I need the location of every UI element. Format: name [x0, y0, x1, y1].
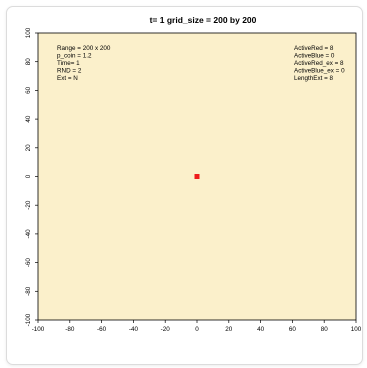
chart-frame: t= 1 grid_size = 200 by 200 -100 -80 -60 -4…: [6, 6, 363, 365]
info-right-line: ActiveBlue = 0: [294, 53, 335, 60]
x-tick-label: 0: [195, 326, 199, 333]
x-tick-label: -40: [129, 326, 139, 333]
x-tick-label: -20: [161, 326, 171, 333]
x-tick-label: 20: [225, 326, 233, 333]
y-tick-label: -100: [25, 313, 32, 326]
chart-title: t= 1 grid_size = 200 by 200: [150, 15, 257, 25]
x-tick-label: -80: [65, 326, 75, 333]
y-tick-label: -80: [25, 286, 32, 296]
info-left-line: p_coin = 1.2: [57, 53, 92, 60]
data-points: [194, 174, 200, 179]
info-right-line: ActiveRed_ex = 8: [294, 60, 344, 67]
info-right-line: ActiveBlue_ex = 0: [294, 68, 345, 75]
y-tick-label: 20: [25, 144, 32, 152]
y-tick-label: -40: [25, 229, 32, 239]
x-tick-label: -60: [97, 326, 107, 333]
scatter-chart: t= 1 grid_size = 200 by 200 -100 -80 -60 -4…: [25, 15, 362, 333]
x-tick-label: 60: [289, 326, 297, 333]
y-tick-label: 80: [25, 58, 32, 66]
x-tick-label: 40: [257, 326, 265, 333]
y-tick-label: 100: [25, 27, 32, 38]
y-tick-label: 60: [25, 86, 32, 94]
x-tick-label: 100: [351, 326, 362, 333]
y-axis: -100 -80 -60 -40 -20 0 20 40 60 80 100: [25, 27, 38, 326]
info-left-line: Range = 200 x 200: [57, 45, 111, 52]
x-axis: -100 -80 -60 -40 -20 0 20 40 60 80 100: [32, 320, 362, 333]
y-tick-label: -60: [25, 258, 32, 268]
y-tick-label: -20: [25, 200, 32, 210]
info-left-line: RND = 2: [57, 68, 82, 75]
data-point: [194, 174, 200, 179]
x-tick-label: -100: [32, 326, 45, 333]
info-left-line: Time= 1: [57, 60, 80, 67]
x-tick-label: 80: [321, 326, 329, 333]
info-right-line: LengthExt = 8: [294, 75, 334, 82]
y-tick-label: 0: [25, 174, 32, 178]
info-left-line: Ext = N: [57, 75, 78, 82]
y-tick-label: 40: [25, 115, 32, 123]
info-right-line: ActiveRed = 8: [294, 45, 334, 52]
